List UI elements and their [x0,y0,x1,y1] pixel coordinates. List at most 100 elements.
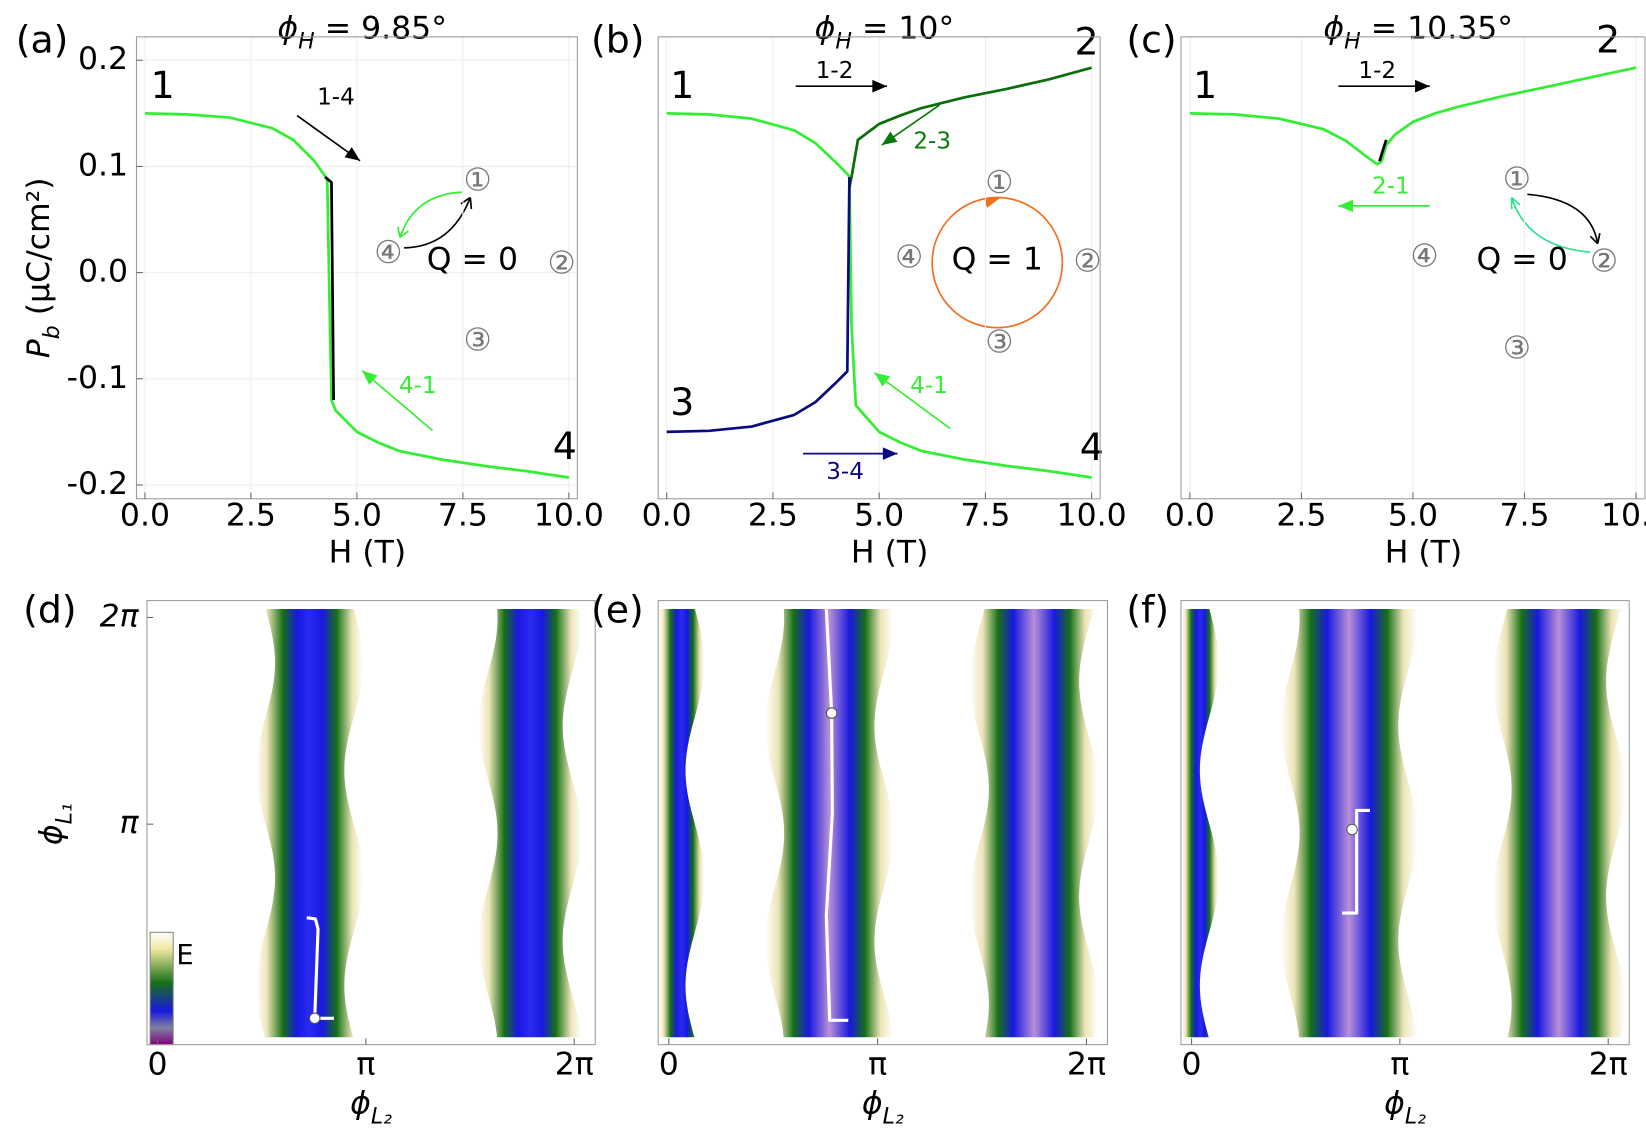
panel-title-part: H [298,29,315,54]
x-tick-label: 2.5 [226,498,276,534]
x-axis-label-part: L₂ [371,1104,392,1129]
x-tick-label: 0 [1182,1047,1202,1083]
annotation: 3-4 [826,459,864,485]
x-axis-label: ϕL₂ [862,1085,904,1129]
energy-band [969,608,1099,1038]
x-axis-label-part: ϕ [862,1085,883,1121]
arrow-head [872,79,888,93]
data-line [144,111,570,479]
x-tick-label: 2π [555,1047,594,1083]
colorbar [149,931,174,1046]
y-tick-label: -0.1 [67,360,128,396]
y-axis-label-part: ϕ [33,824,69,845]
annotation: 1-4 [317,84,355,110]
energy-band [659,608,705,1038]
x-axis-label: H (T) [851,534,928,570]
arrow-head [362,370,378,386]
x-tick-label: 5.0 [854,498,904,534]
annotation: ② [547,246,575,282]
x-tick-label: 10.0 [534,498,604,534]
x-tick-label: 2.5 [1276,498,1326,534]
annotation: ② [1590,244,1618,280]
data-line [848,66,1092,188]
x-tick-label: 5.0 [332,498,382,534]
x-tick-label: 7.5 [960,498,1010,534]
annotation: ① [985,165,1013,201]
annotation: ③ [1503,331,1531,367]
flow-arrows [397,191,1601,329]
energy-band [1492,608,1625,1038]
annotation: 2 [1074,20,1098,64]
x-axis-label-part: L₂ [1405,1104,1426,1129]
y-tick-label: 0.1 [78,147,128,183]
annotation: 4-1 [399,373,437,399]
annotation: Q = 1 [952,241,1043,277]
panel-label: (d) [23,588,76,632]
panel-title-part: ϕ [815,11,836,47]
plot-frame [146,600,596,1046]
arrow [873,372,951,430]
x-axis-label: H (T) [1385,534,1462,570]
trajectory-point [1346,823,1358,836]
x-tick-label: 7.5 [1499,498,1549,534]
panel-title: ϕH = 10° [815,11,955,55]
x-axis-label: ϕL₂ [350,1085,392,1129]
arrow-head [874,372,891,387]
data-line [1378,139,1388,162]
x-tick-label: 10.0 [1057,498,1127,534]
panel-title-part: ϕ [277,11,298,47]
arrow-head [882,447,898,460]
annotation: ① [464,163,492,199]
x-tick-label: 0.0 [1165,498,1215,534]
y-axis-label-part: P [21,339,57,358]
panel-title-part: H [835,29,852,54]
annotation: ② [1073,244,1101,280]
y-tick-label: 0.2 [78,41,128,77]
annotation: ④ [1410,238,1438,274]
x-tick-label: 0.0 [642,498,692,534]
annotation: ③ [985,324,1013,360]
energy-band [1280,608,1418,1038]
energy-band [256,608,364,1038]
x-axis-label: H (T) [329,534,406,570]
data-line [1189,66,1637,166]
energy-band [765,608,894,1038]
data-line [666,111,1092,479]
x-tick-label: 0.0 [120,498,170,534]
annotation: 1 [151,63,175,107]
x-tick-label: π [868,1047,887,1083]
x-tick-label: 0 [659,1047,679,1083]
panel-label: (e) [591,588,644,632]
plot-frame [1180,600,1630,1046]
annotation: 1 [1193,63,1217,107]
data-line [324,175,335,401]
y-tick-label: 0.0 [78,254,128,290]
panel-title-part: = 9.85° [315,11,447,47]
x-axis-label: ϕL₂ [1384,1085,1426,1129]
trajectory-point [308,1012,321,1025]
x-tick-label: 10.0 [1601,498,1646,534]
trajectory [824,609,849,1022]
x-tick-label: 5.0 [1388,498,1438,534]
energy-band [1182,608,1219,1038]
trajectory [306,916,334,1020]
arrow [361,370,434,432]
annotation: 4 [553,424,577,468]
panel-title: ϕH = 10.35° [1323,11,1513,55]
x-tick-label: 2π [1067,1047,1106,1083]
x-tick-label: 0 [148,1047,168,1083]
panel-label: (f) [1126,588,1169,632]
x-tick-label: π [356,1047,375,1083]
x-tick-label: 2.5 [748,498,798,534]
y-tick-label: π [120,805,140,841]
panel-title: ϕH = 9.85° [277,11,447,55]
x-axis-label-part: L₂ [883,1104,904,1129]
energy-band [478,608,582,1038]
x-tick-label: π [1390,1047,1409,1083]
annotation: 4-1 [910,373,948,399]
annotation: ④ [374,235,402,271]
annotation: 1-2 [816,58,854,84]
annotation: 3 [670,380,694,424]
annotation: 2-1 [1372,173,1410,199]
